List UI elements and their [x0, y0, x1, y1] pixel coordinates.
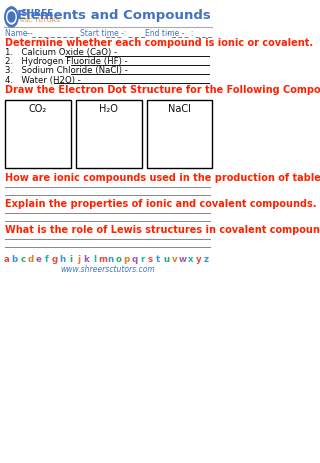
Text: Start time -: Start time -: [80, 30, 124, 38]
Text: Explain the properties of ionic and covalent compounds.: Explain the properties of ionic and cova…: [5, 199, 317, 209]
Text: SHREE: SHREE: [20, 8, 53, 18]
Text: www.shreersctutors.com: www.shreersctutors.com: [60, 264, 155, 274]
Text: z: z: [204, 256, 209, 264]
Text: e: e: [36, 256, 42, 264]
Text: RSC TUTORS: RSC TUTORS: [20, 18, 60, 23]
Circle shape: [9, 7, 13, 13]
Text: 1.   Calcium Oxide (CaO) -: 1. Calcium Oxide (CaO) -: [5, 49, 117, 57]
Bar: [147, 100, 212, 168]
Text: Name -: Name -: [5, 30, 33, 38]
Text: 4.   Water (H2O) -: 4. Water (H2O) -: [5, 75, 81, 85]
Text: H₂O: H₂O: [100, 104, 118, 114]
Text: w: w: [178, 256, 186, 264]
Text: j: j: [77, 256, 80, 264]
Text: x: x: [188, 256, 193, 264]
Text: a: a: [4, 256, 10, 264]
Text: c: c: [20, 256, 25, 264]
Bar: [76, 100, 141, 168]
Text: i: i: [69, 256, 72, 264]
Bar: [5, 100, 71, 168]
Text: Draw the Electron Dot Structure for the Following Compounds.: Draw the Electron Dot Structure for the …: [5, 85, 320, 95]
Circle shape: [7, 10, 16, 24]
Text: - _ _ _ : _ _ _: - _ _ _ : _ _ _: [167, 30, 212, 38]
Text: k: k: [84, 256, 90, 264]
Text: u: u: [163, 256, 170, 264]
Text: r: r: [140, 256, 145, 264]
Text: 2.   Hydrogen Fluoride (HF) -: 2. Hydrogen Fluoride (HF) -: [5, 57, 128, 67]
Text: s: s: [148, 256, 153, 264]
Text: t: t: [156, 256, 161, 264]
Text: f: f: [45, 256, 49, 264]
Text: Elements and Compounds: Elements and Compounds: [17, 8, 210, 21]
Text: p: p: [124, 256, 130, 264]
Text: d: d: [28, 256, 34, 264]
Text: q: q: [132, 256, 138, 264]
Text: v: v: [172, 256, 177, 264]
Text: m: m: [98, 256, 107, 264]
Text: g: g: [52, 256, 58, 264]
Text: h: h: [60, 256, 66, 264]
Text: CO₂: CO₂: [29, 104, 47, 114]
Text: - _ _ _ _ _ _ _ _: - _ _ _ _ _ _ _ _: [27, 30, 80, 38]
Circle shape: [8, 12, 15, 22]
Text: y: y: [196, 256, 201, 264]
Text: _ _ _ : _ _ _: _ _ _ : _ _ _: [105, 30, 145, 38]
Text: NaCl: NaCl: [168, 104, 191, 114]
Text: o: o: [116, 256, 122, 264]
Text: What is the role of Lewis structures in covalent compounds?: What is the role of Lewis structures in …: [5, 225, 320, 235]
Text: n: n: [108, 256, 114, 264]
Text: b: b: [12, 256, 18, 264]
Text: How are ionic compounds used in the production of table salt?: How are ionic compounds used in the prod…: [5, 173, 320, 183]
Text: Determine whether each compound is ionic or covalent.: Determine whether each compound is ionic…: [5, 38, 314, 48]
Text: End time -: End time -: [145, 30, 184, 38]
Text: 3.   Sodium Chloride (NaCl) -: 3. Sodium Chloride (NaCl) -: [5, 67, 128, 75]
Text: l: l: [93, 256, 96, 264]
Circle shape: [5, 7, 18, 27]
